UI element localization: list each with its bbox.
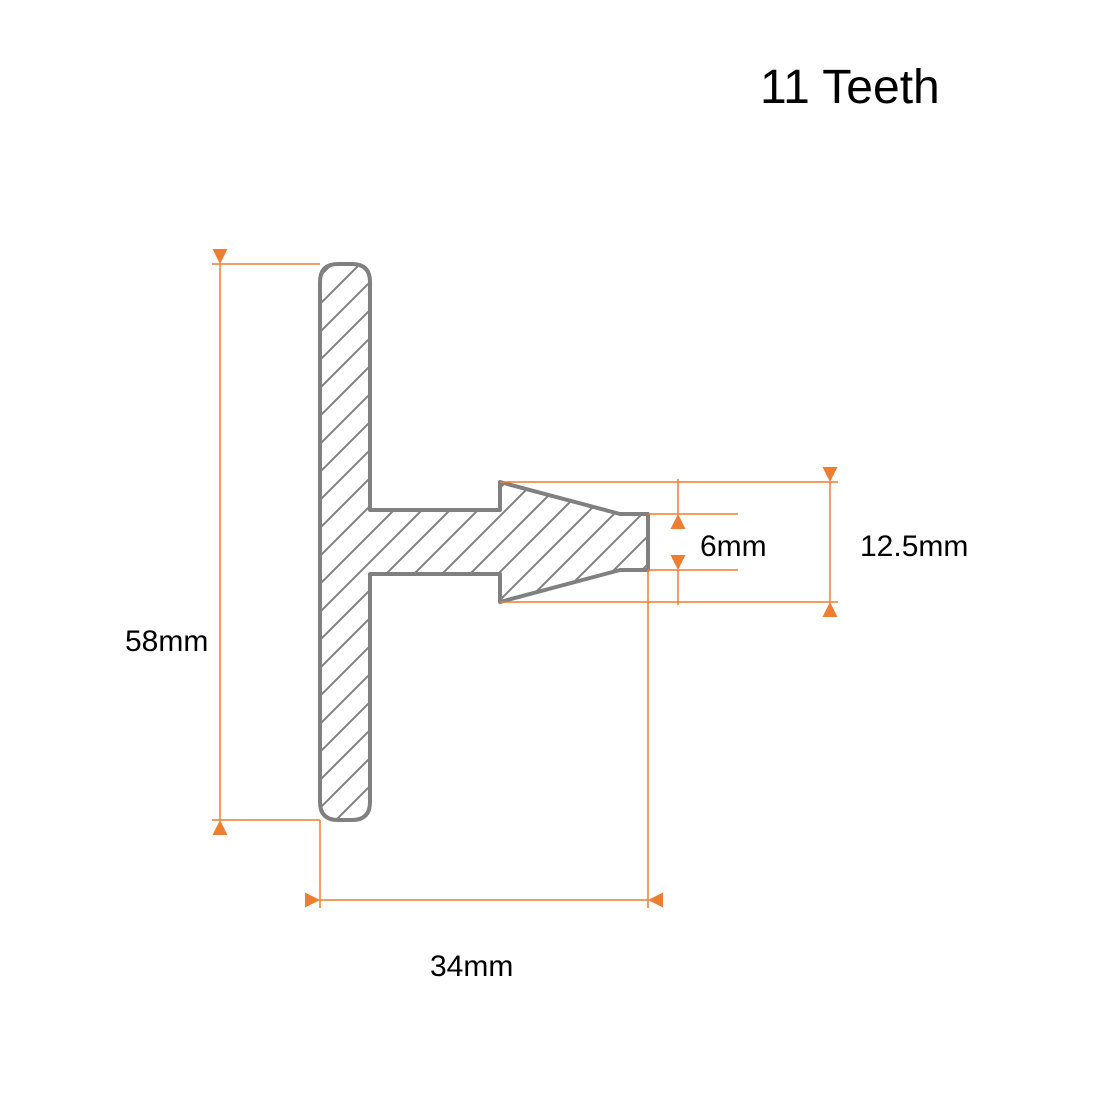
dim-width-label: 34mm [430, 950, 513, 984]
dim-height-label: 58mm [125, 625, 208, 659]
dim-tip-label: 6mm [700, 530, 767, 564]
teeth-count-title: 11 Teeth [760, 60, 940, 115]
dim-cone-label: 12.5mm [860, 530, 968, 564]
